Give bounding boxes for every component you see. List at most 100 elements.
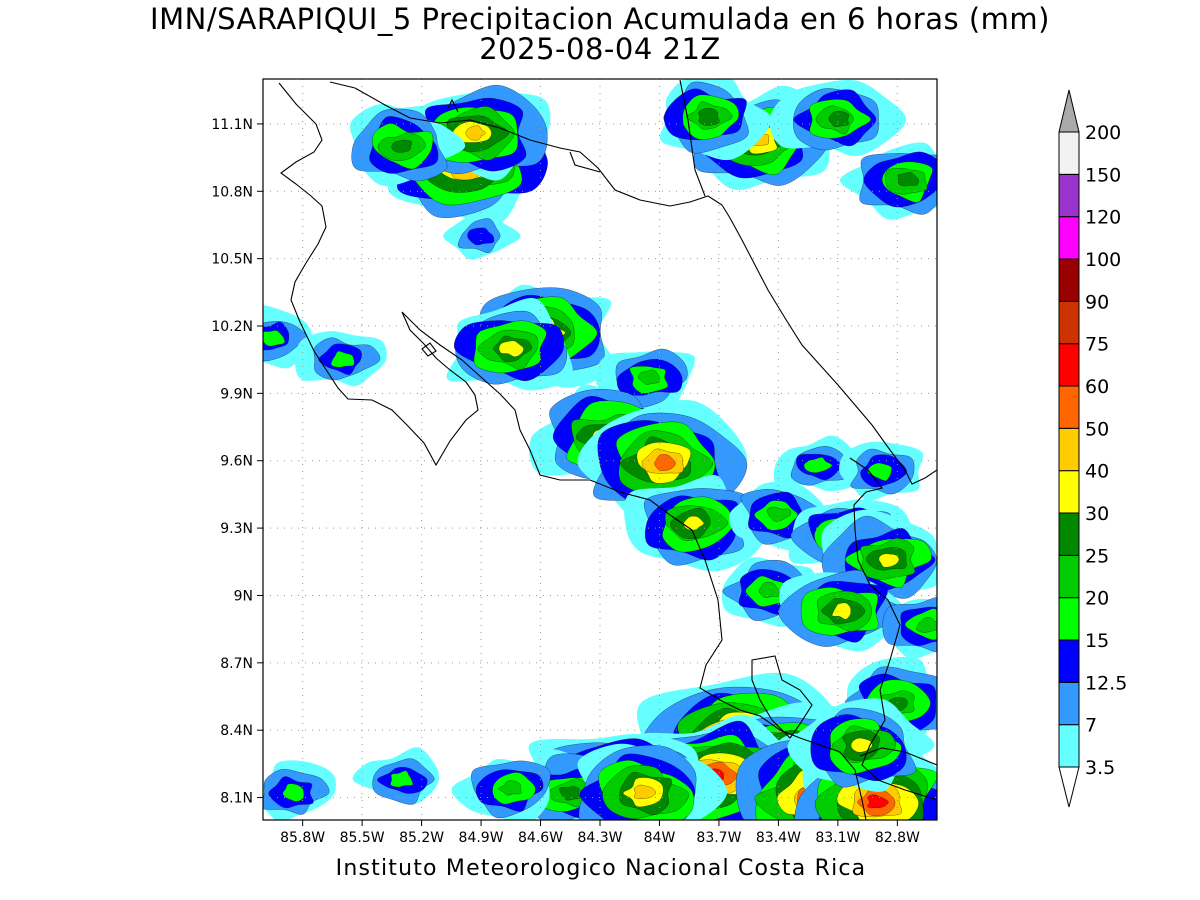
lat-tick-label: 9.6N xyxy=(220,454,253,470)
legend-label: 7 xyxy=(1085,715,1097,737)
lat-tick-label: 9.9N xyxy=(220,386,253,402)
lat-tick-label: 10.5N xyxy=(211,252,253,268)
contour-band xyxy=(897,172,919,187)
precip-cell xyxy=(773,435,857,492)
contour-band xyxy=(850,737,873,753)
precip-cell xyxy=(778,569,906,652)
legend-lower-arrow xyxy=(1058,766,1080,808)
lon-tick-label: 83.7W xyxy=(696,830,741,846)
precip-contours xyxy=(263,79,937,820)
contour-band xyxy=(867,462,892,482)
contour-band xyxy=(390,770,414,788)
lon-tick-label: 84W xyxy=(644,830,676,846)
legend-label: 12.5 xyxy=(1085,672,1127,694)
precip-cell xyxy=(577,743,728,820)
color-legend: 3.5 7 12.5 15 20 25 30 40 50 60 75 90 100 120 150 200 xyxy=(1058,89,1127,808)
legend-label: 100 xyxy=(1085,249,1121,271)
legend-swatch xyxy=(1058,639,1080,683)
legend-label: 60 xyxy=(1085,376,1109,398)
legend-swatch xyxy=(1058,343,1080,387)
contour-band xyxy=(683,515,705,531)
precip-cell xyxy=(451,759,551,820)
legend-swatch xyxy=(1058,554,1080,599)
legend-label: 150 xyxy=(1085,164,1121,186)
contour-band xyxy=(803,456,833,474)
lat-tick-label: 10.2N xyxy=(211,319,253,335)
lon-tick-label: 83.1W xyxy=(815,830,860,846)
contour-band xyxy=(831,602,851,620)
contour-band xyxy=(465,125,486,141)
lat-tick-label: 8.1N xyxy=(220,791,253,807)
lon-tick-label: 84.3W xyxy=(577,830,622,846)
legend-label: 200 xyxy=(1085,122,1121,144)
legend-swatch xyxy=(1058,258,1080,302)
legend-label: 15 xyxy=(1085,630,1109,652)
map-subtitle: 2025-08-04 21Z xyxy=(479,32,721,66)
legend-label: 75 xyxy=(1085,334,1109,356)
legend-label: 40 xyxy=(1085,461,1109,483)
contour-band xyxy=(559,786,581,801)
legend-swatch xyxy=(1058,681,1080,726)
contour-band xyxy=(498,780,522,796)
legend-swatch xyxy=(1058,173,1080,218)
lon-tick-label: 85.5W xyxy=(340,830,385,846)
legend-swatch xyxy=(1058,427,1080,472)
lat-tick-label: 9.3N xyxy=(220,521,253,537)
contour-band xyxy=(916,616,937,633)
contour-band xyxy=(391,139,413,153)
lat-tick-label: 10.8N xyxy=(211,184,253,200)
legend-swatch xyxy=(1058,300,1080,345)
legend-swatch xyxy=(1058,724,1080,768)
grid-lines xyxy=(263,79,937,820)
legend-label: 25 xyxy=(1085,545,1109,567)
precip-cell xyxy=(839,441,924,501)
legend-swatch xyxy=(1058,216,1080,260)
contour-band xyxy=(637,369,660,385)
legend-swatch xyxy=(1058,470,1080,514)
lon-tick-label: 85.8W xyxy=(280,830,325,846)
contour-band xyxy=(766,506,791,522)
lat-tick-label: 8.4N xyxy=(220,723,253,739)
legend-label: 20 xyxy=(1085,588,1109,610)
map-title: IMN/SARAPIQUI_5 Precipitacion Acumulada … xyxy=(150,2,1050,36)
precip-cell xyxy=(443,215,521,260)
legend-label: 30 xyxy=(1085,503,1109,525)
lat-tick-label: 9N xyxy=(234,588,253,604)
lat-tick-label: 11.1N xyxy=(211,117,253,133)
legend-upper-arrow xyxy=(1058,89,1080,133)
precip-cell xyxy=(839,142,937,220)
precip-cell xyxy=(787,698,935,792)
legend-swatch xyxy=(1058,385,1080,429)
contour-band xyxy=(263,330,286,347)
precip-cell xyxy=(446,298,573,391)
lon-tick-label: 85.2W xyxy=(399,830,444,846)
precip-cell xyxy=(352,747,440,805)
contour-band xyxy=(467,227,495,246)
axis-labels: 8.1N 8.4N 8.7N 9N 9.3N 9.6N 9.9N 10.2N 10.5N 10.8… xyxy=(211,117,920,846)
contour-band xyxy=(698,108,721,126)
lon-tick-label: 84.9W xyxy=(459,830,504,846)
contour-band xyxy=(498,340,524,358)
legend-swatch xyxy=(1058,597,1080,641)
lon-tick-label: 83.4W xyxy=(756,830,801,846)
contour-band xyxy=(828,111,850,127)
precip-cell xyxy=(659,79,772,161)
coastline-borders xyxy=(278,79,937,820)
legend-swatch xyxy=(1058,131,1080,175)
contour-band xyxy=(758,582,780,598)
contour-band xyxy=(878,553,900,568)
precip-cell xyxy=(624,474,769,572)
precip-cell xyxy=(769,79,907,157)
lon-tick-label: 82.8W xyxy=(875,830,920,846)
contour-band xyxy=(282,783,305,802)
contour-band xyxy=(654,454,676,471)
institution-credit: Instituto Meteorologico Nacional Costa R… xyxy=(335,856,867,881)
precip-cell xyxy=(263,760,336,820)
lon-tick-label: 84.6W xyxy=(518,830,563,846)
legend-label: 50 xyxy=(1085,418,1109,440)
legend-swatch xyxy=(1058,512,1080,556)
legend-label: 3.5 xyxy=(1085,757,1115,779)
precip-cell xyxy=(350,103,466,187)
precip-cell xyxy=(882,597,937,659)
